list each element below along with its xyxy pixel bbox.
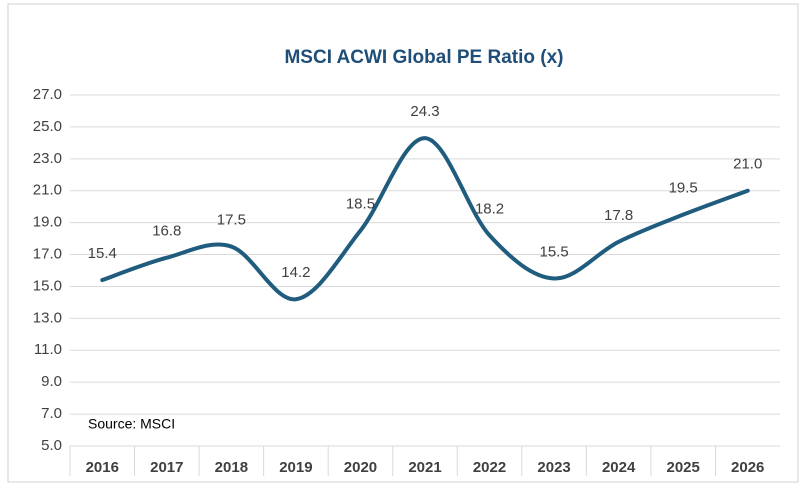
y-tick-label: 23.0 [33, 150, 62, 167]
data-label: 14.2 [281, 264, 310, 281]
y-tick-label: 13.0 [33, 309, 62, 326]
y-tick-label: 9.0 [41, 373, 62, 390]
y-tick-label: 11.0 [34, 341, 62, 358]
data-label: 21.0 [733, 156, 762, 173]
x-tick-label: 2026 [731, 459, 764, 476]
data-label: 15.4 [88, 245, 117, 262]
chart-frame [7, 3, 799, 483]
y-tick-label: 15.0 [33, 277, 62, 294]
x-tick-label: 2019 [279, 459, 312, 476]
x-tick-label: 2017 [150, 459, 183, 476]
data-label: 18.5 [346, 196, 375, 213]
data-label: 18.2 [475, 200, 504, 217]
y-tick-label: 25.0 [33, 118, 62, 135]
y-tick-label: 17.0 [33, 246, 62, 263]
x-tick-label: 2021 [408, 459, 441, 476]
x-tick-label: 2024 [602, 459, 636, 476]
x-tick-label: 2018 [215, 459, 248, 476]
y-tick-label: 19.0 [33, 214, 62, 231]
y-tick-label: 5.0 [41, 437, 62, 454]
x-tick-label: 2016 [86, 459, 119, 476]
data-line [100, 136, 750, 302]
x-tick-label: 2025 [666, 459, 699, 476]
chart-title: MSCI ACWI Global PE Ratio (x) [284, 47, 563, 68]
data-label: 15.5 [539, 243, 568, 260]
source-note: Source: MSCI [88, 416, 175, 432]
y-tick-label: 7.0 [41, 405, 62, 422]
data-label: 17.8 [604, 207, 633, 224]
x-tick-label: 2022 [473, 459, 506, 476]
data-label: 16.8 [152, 223, 181, 240]
data-label: 17.5 [217, 212, 246, 229]
y-tick-label: 21.0 [33, 182, 62, 199]
data-label: 19.5 [669, 180, 698, 197]
data-label: 24.3 [410, 103, 439, 120]
x-tick-label: 2023 [537, 459, 570, 476]
y-tick-label: 27.0 [33, 86, 62, 103]
x-tick-label: 2020 [344, 459, 377, 476]
